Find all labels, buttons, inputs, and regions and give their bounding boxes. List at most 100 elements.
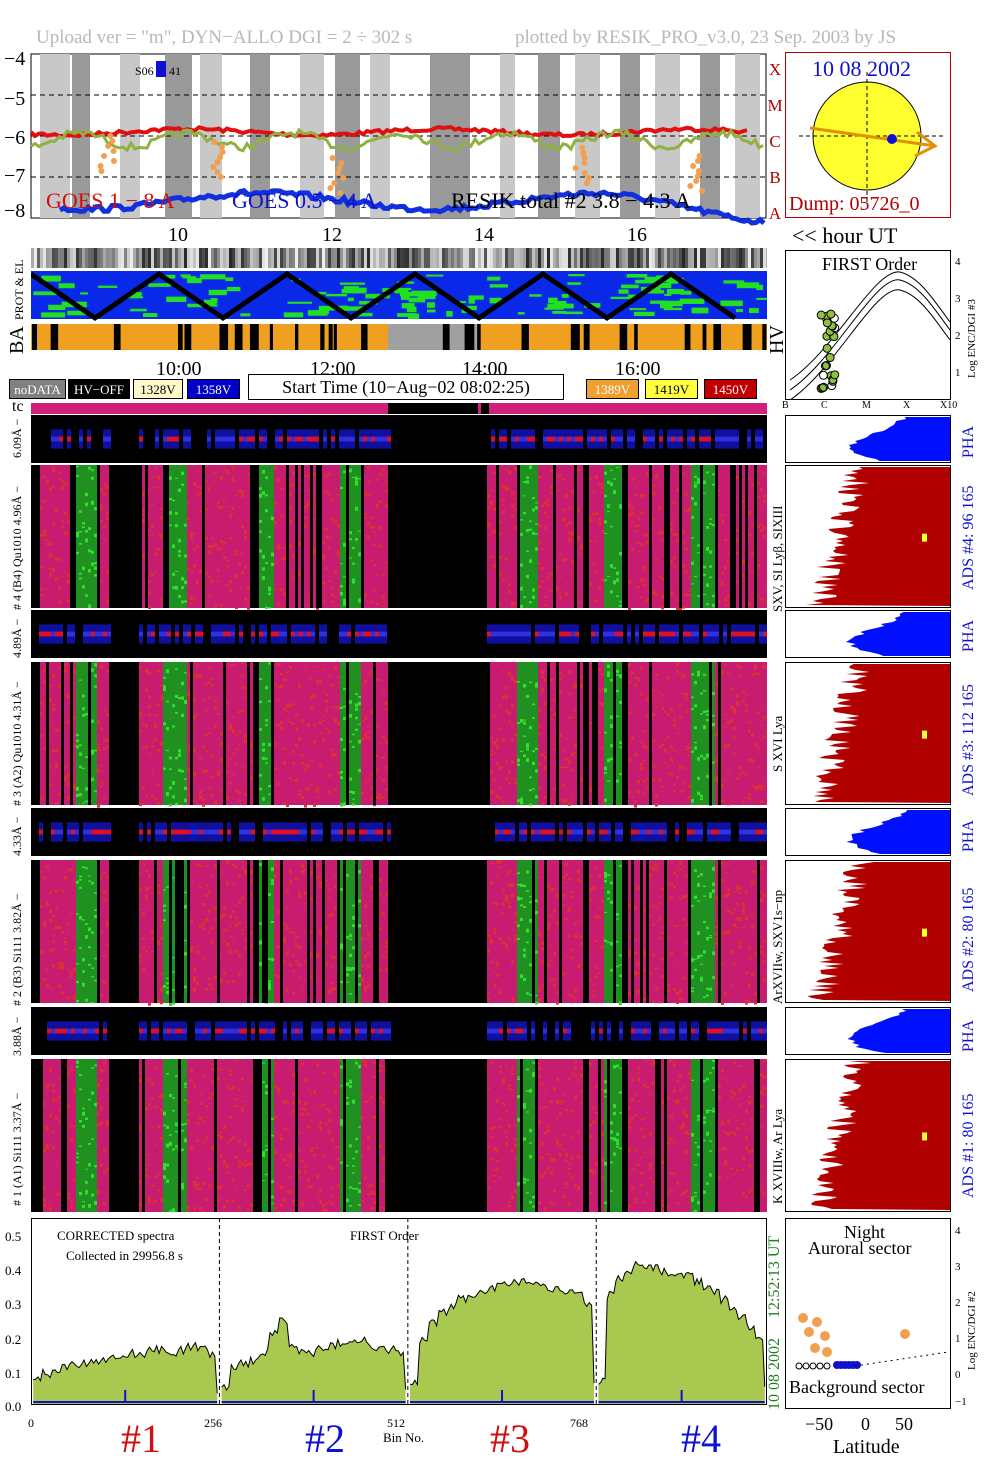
lat-ytick-m1: −1 <box>955 1396 967 1408</box>
ch2-pha-label: 4.33Å − <box>10 816 24 856</box>
lat-ytick-1: 1 <box>955 1333 961 1345</box>
start-time: Start Time (10−Aug−02 08:02:25) <box>248 374 564 400</box>
lat-ytick-4: 4 <box>955 1225 961 1237</box>
spectrogram-stack <box>31 415 767 1212</box>
goes-xtick-14: 14 <box>474 224 494 246</box>
spectrum-marker-4 <box>680 1390 683 1402</box>
spectrum-line-1 <box>33 1341 218 1394</box>
spec-ytick-04: 0.4 <box>5 1263 22 1278</box>
tc-bar <box>31 403 767 414</box>
orbit-xtick-1000: 10:00 <box>156 358 202 380</box>
ads3-label: ADS #3: 112 165 <box>960 684 977 796</box>
spec-ytick-05: 0.5 <box>5 1229 22 1244</box>
ads4-label: ADS #4: 96 165 <box>960 485 977 590</box>
ch2-pha-side: PHA <box>960 819 977 852</box>
lat-xlabel: Latitude <box>833 1436 900 1458</box>
spec-label-4: #4 <box>681 1416 721 1461</box>
fo-xtick-c: C <box>821 400 828 411</box>
spec-collected: Collected in 29956.8 s <box>66 1248 183 1263</box>
spectrum-area-4 <box>598 1261 765 1404</box>
lat-xtick-50: 50 <box>895 1414 913 1434</box>
fo-ytick-1: 1 <box>955 367 961 379</box>
ch4-pha-label: 6.09Å − <box>10 418 24 458</box>
spectrum-area-3 <box>410 1278 595 1404</box>
lat-ytick-3: 3 <box>955 1261 961 1273</box>
lat-title2: Auroral sector <box>808 1238 912 1258</box>
goes-ytick-3: −6 <box>4 127 26 149</box>
class-b: B <box>769 168 781 187</box>
ch2-line-label: ArXVIIw, SXV1s−np <box>770 889 785 1004</box>
spec-xlabel: Bin No. <box>383 1430 425 1445</box>
ch1-pha-side: PHA <box>960 1019 977 1052</box>
spec-label-2: #2 <box>305 1416 345 1461</box>
spec-ytick-00: 0.0 <box>5 1399 22 1414</box>
fo-xtick-x10: X10 <box>940 400 958 411</box>
ba-label: BA <box>6 326 28 354</box>
spec-label-1: #1 <box>121 1416 161 1461</box>
lat-yticks: 4 3 2 1 0 <box>955 1213 961 1393</box>
goes-xtick-12: 12 <box>322 224 342 246</box>
header-right: plotted by RESIK_PRO_v3.0, 23 Sep. 2003 … <box>515 27 897 48</box>
fo-xtick-m: M <box>862 400 871 411</box>
spectrum-chart <box>31 1218 767 1405</box>
first-order-panel <box>785 250 951 400</box>
goes-marker <box>156 61 166 77</box>
fo-ytick-2: 2 <box>955 330 961 342</box>
ch4-pha-side: PHA <box>960 425 977 458</box>
goes-class-letters: X M C B A <box>765 52 785 232</box>
fo-xtick-x: X <box>903 400 911 411</box>
ch1-line-label: K XVIIIw, Ar Lya <box>770 1108 785 1204</box>
ch3-spec-label: # 3 (A2) Qu1010 4.31Å − <box>10 681 24 806</box>
spec-xtick-0: 0 <box>28 1416 34 1430</box>
first-order-title: FIRST Order <box>822 254 918 274</box>
ch3-pha-side: PHA <box>960 619 977 652</box>
goes-ytick-1: −4 <box>4 48 26 70</box>
legend-1450v: 1450V <box>704 379 757 399</box>
legend-1419v: 1419V <box>645 379 698 399</box>
legend-1358v: 1358V <box>187 379 240 399</box>
orbit-rows <box>31 248 767 350</box>
spectrum-area-2 <box>221 1317 406 1404</box>
prot-label: PROT & EL <box>12 259 26 320</box>
lat-title1: Night <box>844 1222 886 1242</box>
goes-xtick-16: 16 <box>627 224 647 246</box>
spec-ytick-02: 0.2 <box>5 1332 22 1347</box>
fo-xtick-b: B <box>782 400 789 411</box>
legend-1389v: 1389V <box>586 379 639 399</box>
sun-date: 10 08 2002 <box>812 56 911 81</box>
spec-date: 10 08 2002 <box>766 1338 783 1410</box>
spectrum-line-4 <box>598 1260 766 1387</box>
legend-goes05: GOES 0.5 − 4 A <box>232 188 378 213</box>
legend-resik: RESIK total #2 3.8 − 4.3 A <box>451 188 691 213</box>
tc-label: tc <box>12 398 24 415</box>
spectrum-area-1 <box>33 1342 218 1404</box>
spectrum-marker-3 <box>501 1390 504 1402</box>
lat-bottom-text: Background sector <box>789 1377 925 1397</box>
ch1-spec-label: # 1 (A1) Si111 3.37Å − <box>10 1092 24 1206</box>
legend-nodata: noDATA <box>9 379 66 399</box>
lat-xtick-0: 0 <box>861 1414 870 1434</box>
spec-xtick-512: 512 <box>387 1416 405 1430</box>
goes-ytick-2: −5 <box>4 88 26 110</box>
latitude-panel <box>785 1218 951 1409</box>
sun-dump: Dump: 05726_0 <box>789 193 920 215</box>
ch1-pha-label: 3.88Å − <box>10 1016 24 1056</box>
lat-ylabel: Log ENC/DGI #2 <box>966 1291 978 1370</box>
header-left: Upload ver = "m", DYN−ALLO DGI = 2 ÷ 302… <box>36 27 413 48</box>
class-a: A <box>768 204 782 223</box>
lat-xtick-m50: −50 <box>805 1414 834 1434</box>
ch2-spec-label: # 2 (B3) Si111 3.82Å − <box>10 893 24 1006</box>
ch4-spec-label: # 4 (B4) Qu1010 4.96Å − <box>10 485 24 610</box>
spec-label-3: #3 <box>490 1416 530 1461</box>
ch3-pha-label: 4.89Å − <box>10 618 24 658</box>
spectrum-marker-1 <box>124 1390 127 1402</box>
fo-ytick-3: 3 <box>955 293 961 305</box>
fo-ylabel: Log ENC/DGI #3 <box>966 299 978 378</box>
legend-hv-off: HV−OFF <box>68 379 130 399</box>
spec-xtick-256: 256 <box>204 1416 222 1430</box>
hour-ut-label: << hour UT <box>792 223 898 248</box>
goes-ytick-4: −7 <box>4 165 26 187</box>
ads2-label: ADS #2: 80 165 <box>960 887 977 992</box>
spec-xtick-768: 768 <box>570 1416 588 1430</box>
goes-marker-label2: 41 <box>169 64 181 78</box>
